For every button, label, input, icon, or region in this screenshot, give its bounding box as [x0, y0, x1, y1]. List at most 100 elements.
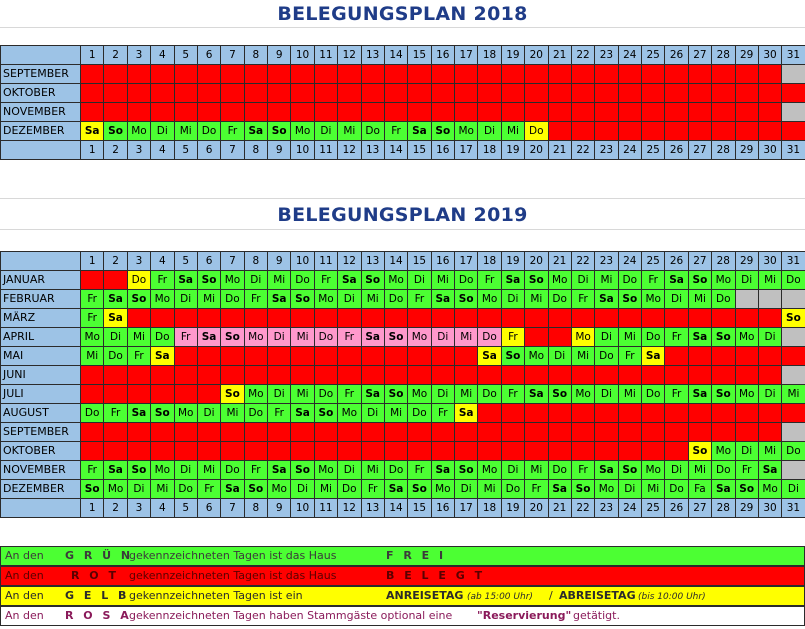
day-number: 30	[757, 498, 783, 518]
day-cell: Do	[103, 346, 128, 366]
day-cell	[407, 102, 432, 122]
day-number: 3	[126, 251, 152, 271]
day-cell: Mo	[430, 479, 456, 499]
day-number: 8	[243, 498, 269, 518]
day-number: 18	[477, 498, 502, 518]
day-cell	[570, 403, 596, 423]
day-cell	[313, 422, 339, 442]
day-cell: Do	[243, 403, 269, 423]
day-cell: Do	[781, 441, 805, 461]
day-number: 15	[407, 45, 432, 65]
day-cell	[430, 308, 456, 328]
day-cell	[383, 346, 409, 366]
day-cell: Mo	[594, 479, 619, 499]
day-number: 1	[79, 140, 105, 160]
day-number: 11	[313, 498, 339, 518]
day-cell: Do	[453, 270, 479, 290]
day-cell: So	[687, 441, 713, 461]
day-cell	[290, 64, 315, 84]
day-cell: Mi	[290, 327, 315, 347]
day-cell: So	[453, 460, 479, 480]
day-cell: Di	[594, 327, 619, 347]
day-cell	[103, 83, 128, 103]
day-number: 17	[453, 140, 479, 160]
day-cell	[711, 346, 736, 366]
legend-keyword: R O S A	[65, 609, 132, 622]
day-cell: So	[126, 460, 152, 480]
day-number: 20	[524, 498, 549, 518]
day-cell: Di	[757, 384, 783, 404]
day-cell: Di	[734, 441, 759, 461]
day-cell: Mi	[79, 346, 105, 366]
day-cell: Mo	[313, 289, 339, 309]
day-cell: Di	[594, 384, 619, 404]
day-cell	[220, 346, 245, 366]
day-cell: Mo	[243, 384, 269, 404]
day-cell: Mo	[383, 270, 409, 290]
month-row: OKTOBER So Mo Di Mi Do	[0, 441, 805, 461]
day-cell	[664, 308, 689, 328]
day-cell: Sa	[266, 289, 292, 309]
day-cell	[430, 346, 456, 366]
legend-red: An den R O T gekennzeichneten Tagen ist …	[0, 566, 805, 586]
day-cell: So	[126, 289, 152, 309]
day-cell	[430, 102, 456, 122]
day-cell: Sa	[360, 384, 385, 404]
day-number: 13	[360, 140, 385, 160]
calendar-2019: 1 2 3 4 5 6 7 8 9 10 11 12 13 14 15 16 17 18 19 20 21 22 23 24 2…	[0, 251, 805, 518]
day-cell: Sa	[290, 403, 315, 423]
day-cell	[103, 102, 128, 122]
day-cell: Mo	[266, 479, 292, 499]
day-cell: Mo	[220, 270, 245, 290]
day-cell: Di	[430, 384, 456, 404]
day-cell	[524, 365, 549, 385]
day-cell: Di	[781, 479, 805, 499]
day-number: 15	[407, 498, 432, 518]
month-row: NOVEMBER	[0, 102, 805, 122]
month-label: JUNI	[0, 365, 81, 385]
day-cell: So	[524, 270, 549, 290]
day-number: 28	[711, 498, 736, 518]
day-cell	[477, 83, 502, 103]
day-cell	[594, 308, 619, 328]
day-cell	[453, 308, 479, 328]
day-cell: Mi	[150, 479, 175, 499]
day-cell	[383, 102, 409, 122]
day-cell: Mi	[337, 121, 362, 141]
day-number: 19	[500, 498, 526, 518]
day-cell: Sa	[220, 479, 245, 499]
day-cell: So	[570, 479, 596, 499]
day-number: 5	[173, 498, 198, 518]
day-cell	[103, 441, 128, 461]
day-cell	[500, 64, 526, 84]
day-number: 8	[243, 45, 269, 65]
day-number: 28	[711, 140, 736, 160]
day-cell	[196, 346, 222, 366]
day-cell	[570, 64, 596, 84]
day-number: 9	[266, 45, 292, 65]
day-number: 30	[757, 251, 783, 271]
day-number: 7	[220, 498, 245, 518]
day-header-row: 1 2 3 4 5 6 7 8 9 10 11 12 13 14 15 16 17 18 19 20 21 22 23 24 2…	[0, 45, 805, 65]
day-cell: Fr	[360, 479, 385, 499]
day-cell: So	[734, 479, 759, 499]
day-cell	[570, 365, 596, 385]
day-cell: So	[617, 460, 643, 480]
day-cell	[337, 441, 362, 461]
legend-separator: /	[549, 589, 553, 602]
day-cell: Di	[243, 270, 269, 290]
day-cell: Fr	[617, 346, 643, 366]
day-number: 22	[570, 140, 596, 160]
day-cell	[453, 102, 479, 122]
day-cell: Sa	[430, 460, 456, 480]
day-cell: Sa	[757, 460, 783, 480]
day-cell: Mo	[570, 327, 596, 347]
day-cell: So	[360, 270, 385, 290]
month-row: AUGUST Do Fr Sa So Mo Di Mi Do Fr Sa So Mo Di Mi Do Fr Sa	[0, 403, 805, 423]
day-cell	[477, 403, 502, 423]
month-label: DEZEMBER	[0, 479, 81, 499]
day-cell: Di	[757, 327, 783, 347]
day-cell	[547, 365, 572, 385]
day-cell	[243, 83, 269, 103]
day-cell: Sa	[524, 384, 549, 404]
